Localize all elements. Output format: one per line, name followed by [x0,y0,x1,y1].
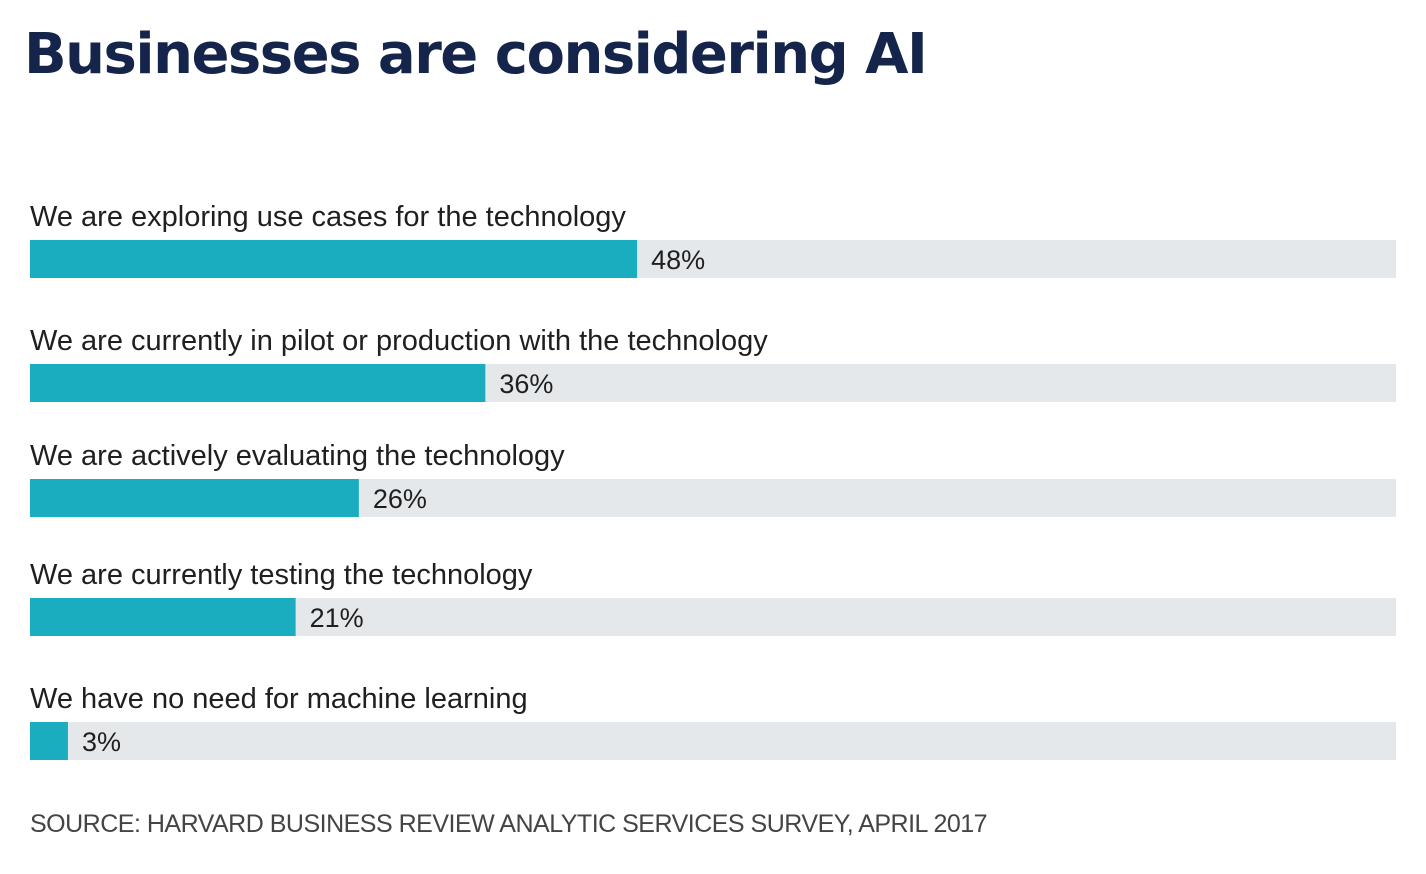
category-label: We have no need for machine learning [30,683,528,715]
bar-track [30,722,1396,760]
category-label: We are actively evaluating the technolog… [30,440,565,472]
value-label: 36% [499,369,553,399]
bar-2 [30,364,486,402]
category-label: We are currently in pilot or production … [30,325,768,357]
bar-4 [30,598,296,636]
value-label: 26% [373,484,427,514]
chart-title: Businesses are considering AI [24,22,928,87]
bar-3 [30,479,359,517]
category-label: We are currently testing the technology [30,559,533,591]
source-note: SOURCE: HARVARD BUSINESS REVIEW ANALYTIC… [30,810,988,838]
bar-1 [30,240,638,278]
category-label: We are exploring use cases for the techn… [30,201,626,233]
value-label: 3% [82,727,121,757]
value-label: 48% [651,245,705,275]
value-label: 21% [310,603,364,633]
bar-5 [30,722,68,760]
